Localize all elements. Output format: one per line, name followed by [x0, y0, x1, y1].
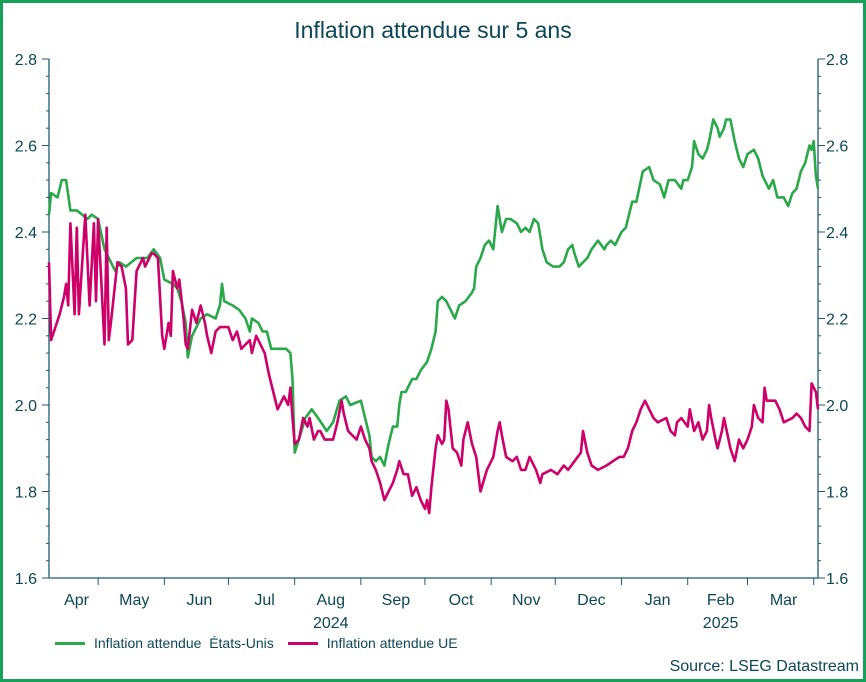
x-month-label: Apr: [64, 592, 90, 609]
left-y-tick-label: 2.4: [15, 225, 37, 242]
right-y-tick-label: 2.8: [826, 52, 848, 69]
series-line-eu: [47, 213, 820, 515]
legend-label-us: Inflation attendue États-Unis: [94, 635, 274, 651]
x-month-label: Dec: [577, 592, 605, 609]
x-year-label: 2025: [703, 615, 739, 632]
left-y-tick-label: 1.6: [15, 571, 37, 588]
right-y-tick-label: 1.6: [826, 571, 848, 588]
source-note: Source: LSEG Datastream: [669, 658, 859, 675]
right-y-tick-label: 2.6: [826, 139, 848, 156]
series-line-us: [47, 118, 820, 467]
legend-item-eu: Inflation attendue UE: [287, 635, 458, 651]
left-y-tick-label: 1.8: [15, 485, 37, 502]
chart-title: Inflation attendue sur 5 ans: [294, 17, 572, 43]
x-month-label: Oct: [449, 592, 474, 609]
x-month-label: Nov: [512, 592, 540, 609]
right-y-tick-label: 1.8: [826, 485, 848, 502]
x-year-label: 2024: [313, 615, 349, 632]
right-y-tick-label: 2.2: [826, 312, 848, 329]
left-y-tick-label: 2.6: [15, 139, 37, 156]
x-month-label: Sep: [382, 592, 411, 609]
x-month-label: Feb: [707, 592, 735, 609]
left-y-tick-label: 2.8: [15, 52, 37, 69]
legend-swatch-us: [55, 641, 85, 645]
x-month-label: May: [119, 592, 149, 609]
x-month-label: Jun: [186, 592, 212, 609]
legend-swatch-eu: [287, 641, 318, 645]
left-y-tick-label: 2.0: [15, 398, 37, 415]
x-month-label: Mar: [770, 592, 798, 609]
right-y-tick-label: 2.0: [826, 398, 848, 415]
legend-label-eu: Inflation attendue UE: [326, 635, 458, 651]
legend: Inflation attendue États-Unis Inflation …: [55, 635, 472, 651]
right-y-tick-label: 2.4: [826, 225, 848, 242]
left-y-tick-label: 2.2: [15, 312, 37, 329]
x-month-label: Jul: [254, 592, 274, 609]
x-month-label: Aug: [317, 592, 345, 609]
x-month-label: Jan: [645, 592, 671, 609]
legend-item-us: Inflation attendue États-Unis: [55, 635, 274, 651]
